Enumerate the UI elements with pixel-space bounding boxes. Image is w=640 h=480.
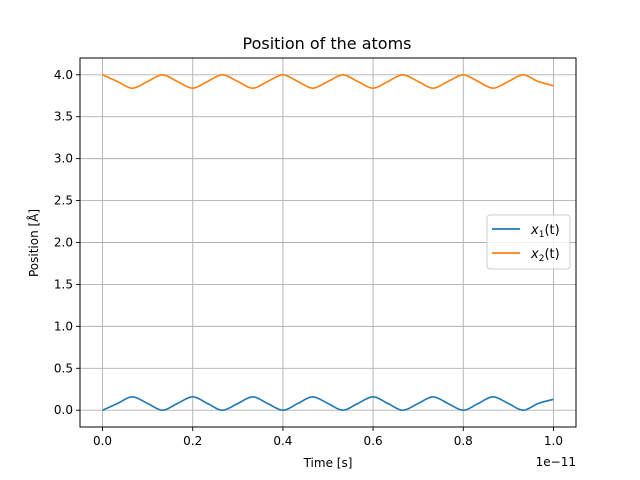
y-tick-label: 3.5 [54, 110, 73, 124]
y-tick-label: 4.0 [54, 68, 73, 82]
legend-label-x2: x2(t) [530, 247, 560, 264]
legend-label-x1: x1(t) [530, 223, 560, 240]
legend-var-x1: x [530, 223, 539, 238]
series-lines [102, 73, 554, 412]
y-tick-label: 3.0 [54, 152, 73, 166]
y-tick-label: 2.5 [54, 194, 73, 208]
y-tick-label: 1.0 [54, 319, 73, 333]
x-tick-label: 0.2 [183, 434, 202, 448]
y-tick-label: 2.0 [54, 236, 73, 250]
y-axis-label: Position [Å] [26, 209, 41, 277]
y-tick-label: 0.0 [54, 403, 73, 417]
legend-arg-x2: (t) [544, 247, 559, 262]
x-tick-label: 0.6 [364, 434, 383, 448]
x-tick-label: 0.4 [273, 434, 292, 448]
chart-title: Position of the atoms [242, 34, 411, 53]
x-tick-label: 1.0 [544, 434, 563, 448]
series-line-x2 [102, 73, 554, 89]
legend-sub-x2: 2 [539, 254, 545, 264]
legend: x1(t) x2(t) [486, 214, 571, 270]
axis-ticks: 0.0 0.2 0.4 0.6 0.8 1.0 0.0 0.5 1.0 1.5 2.0 2.5 3.0 3… [54, 68, 563, 448]
legend-sub-x1: 1 [539, 230, 545, 240]
x-tick-label: 0.0 [93, 434, 112, 448]
x-tick-label: 0.8 [454, 434, 473, 448]
y-tick-label: 1.5 [54, 277, 73, 291]
x-offset-label: 1e−11 [536, 455, 576, 469]
series-line-x1 [102, 396, 554, 412]
y-tick-label: 0.5 [54, 361, 73, 375]
legend-var-x2: x [530, 247, 539, 262]
x-axis-label: Time [s] [303, 456, 353, 470]
legend-arg-x1: (t) [544, 223, 559, 238]
